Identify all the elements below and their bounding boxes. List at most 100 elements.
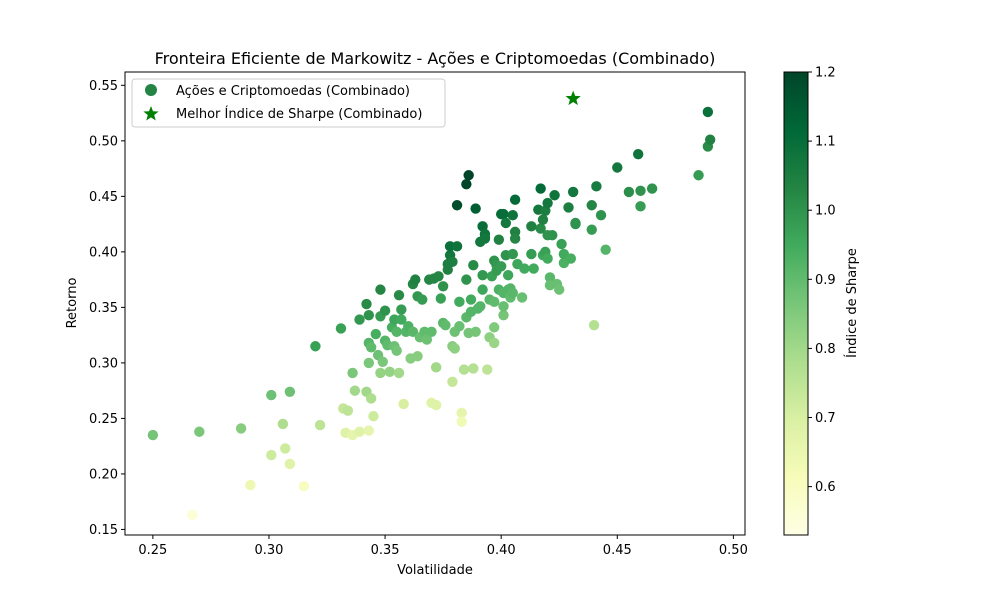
data-point: [461, 274, 472, 285]
data-point: [417, 294, 428, 305]
plot-frame: [124, 71, 746, 536]
data-point: [430, 362, 442, 373]
data-point: [435, 293, 447, 304]
data-point: [477, 284, 488, 295]
data-point: [556, 238, 567, 250]
data-point: [535, 223, 546, 234]
data-point: [495, 261, 507, 272]
data-point: [375, 284, 386, 295]
x-axis-label: Volatilidade: [397, 563, 473, 578]
data-point: [493, 234, 505, 245]
chart-title: Fronteira Eficiente de Markowitz - Ações…: [155, 49, 716, 68]
data-point: [280, 443, 291, 454]
data-point: [702, 106, 714, 118]
data-point: [586, 200, 597, 211]
data-point: [489, 322, 500, 333]
colorbar-tick-label: 0.7: [815, 411, 836, 426]
legend: Ações e Criptomoedas (Combinado) Melhor …: [131, 78, 446, 128]
data-point: [363, 357, 375, 369]
data-point: [461, 178, 472, 190]
data-point: [544, 272, 556, 283]
x-tick-label: 0.30: [254, 543, 283, 558]
data-point: [547, 230, 558, 241]
data-point: [693, 170, 704, 181]
data-point: [447, 256, 458, 268]
data-point: [335, 323, 347, 334]
legend-marker-circle: [145, 84, 157, 96]
data-point: [245, 479, 256, 491]
colorbar-tick-label: 0.8: [815, 342, 836, 357]
data-point: [489, 337, 500, 349]
data-point: [567, 186, 579, 198]
data-point: [370, 328, 381, 340]
data-point: [368, 411, 379, 422]
data-point: [635, 201, 646, 212]
data-point: [430, 399, 442, 411]
data-point: [284, 458, 296, 470]
data-point: [396, 304, 407, 315]
data-point: [507, 210, 518, 221]
data-point: [507, 248, 518, 260]
x-tick-label: 0.40: [487, 543, 516, 558]
y-tick-label: 0.50: [89, 134, 118, 149]
data-point: [502, 269, 514, 281]
data-point: [396, 314, 407, 325]
data-point: [468, 259, 479, 271]
data-point: [147, 429, 159, 441]
data-point: [433, 271, 444, 282]
data-point: [600, 244, 611, 255]
data-point: [349, 385, 361, 396]
y-tick-label: 0.15: [89, 523, 118, 538]
data-point: [412, 351, 423, 362]
colorbar-gradient: [783, 71, 809, 536]
data-point: [458, 364, 470, 375]
data-point: [314, 419, 326, 431]
data-point: [298, 480, 309, 492]
data-point: [437, 281, 449, 292]
data-point: [342, 405, 354, 416]
data-point: [588, 319, 600, 331]
best-sharpe-star: [565, 90, 581, 106]
data-point: [440, 319, 451, 331]
data-point: [507, 287, 518, 299]
data-point: [451, 200, 463, 211]
data-point: [612, 162, 623, 173]
data-point: [563, 202, 574, 213]
data-point: [354, 426, 365, 437]
data-point: [542, 197, 553, 209]
data-point: [393, 289, 405, 301]
data-point: [477, 269, 488, 281]
data-points: [147, 90, 716, 521]
data-point: [410, 274, 421, 285]
data-point: [421, 334, 433, 345]
y-tick-label: 0.45: [89, 190, 118, 205]
y-tick-label: 0.35: [89, 301, 118, 316]
y-tick-label: 0.20: [89, 467, 118, 482]
data-point: [549, 190, 560, 201]
colorbar-ticks: 0.6 0.7 0.8 0.9 1.0 1.1 1.2: [808, 66, 836, 495]
data-point: [363, 309, 375, 321]
data-point: [623, 186, 635, 198]
data-point: [391, 345, 402, 356]
data-point: [375, 367, 386, 379]
data-point: [426, 326, 437, 338]
data-point: [570, 218, 581, 230]
x-tick-label: 0.35: [371, 543, 400, 558]
data-point: [379, 305, 391, 316]
data-point: [354, 314, 365, 325]
x-tick-label: 0.45: [603, 543, 632, 558]
data-point: [194, 426, 205, 437]
colorbar-tick-label: 0.9: [815, 273, 836, 288]
plot-area: [124, 71, 746, 536]
data-point: [465, 294, 477, 305]
data-point: [398, 398, 409, 410]
data-point: [187, 509, 198, 521]
data-point: [407, 326, 419, 338]
data-point: [393, 367, 405, 379]
data-point: [509, 233, 521, 244]
data-point: [454, 296, 465, 308]
data-point: [377, 356, 388, 367]
x-tick-label: 0.25: [138, 543, 167, 558]
data-point: [365, 342, 377, 353]
